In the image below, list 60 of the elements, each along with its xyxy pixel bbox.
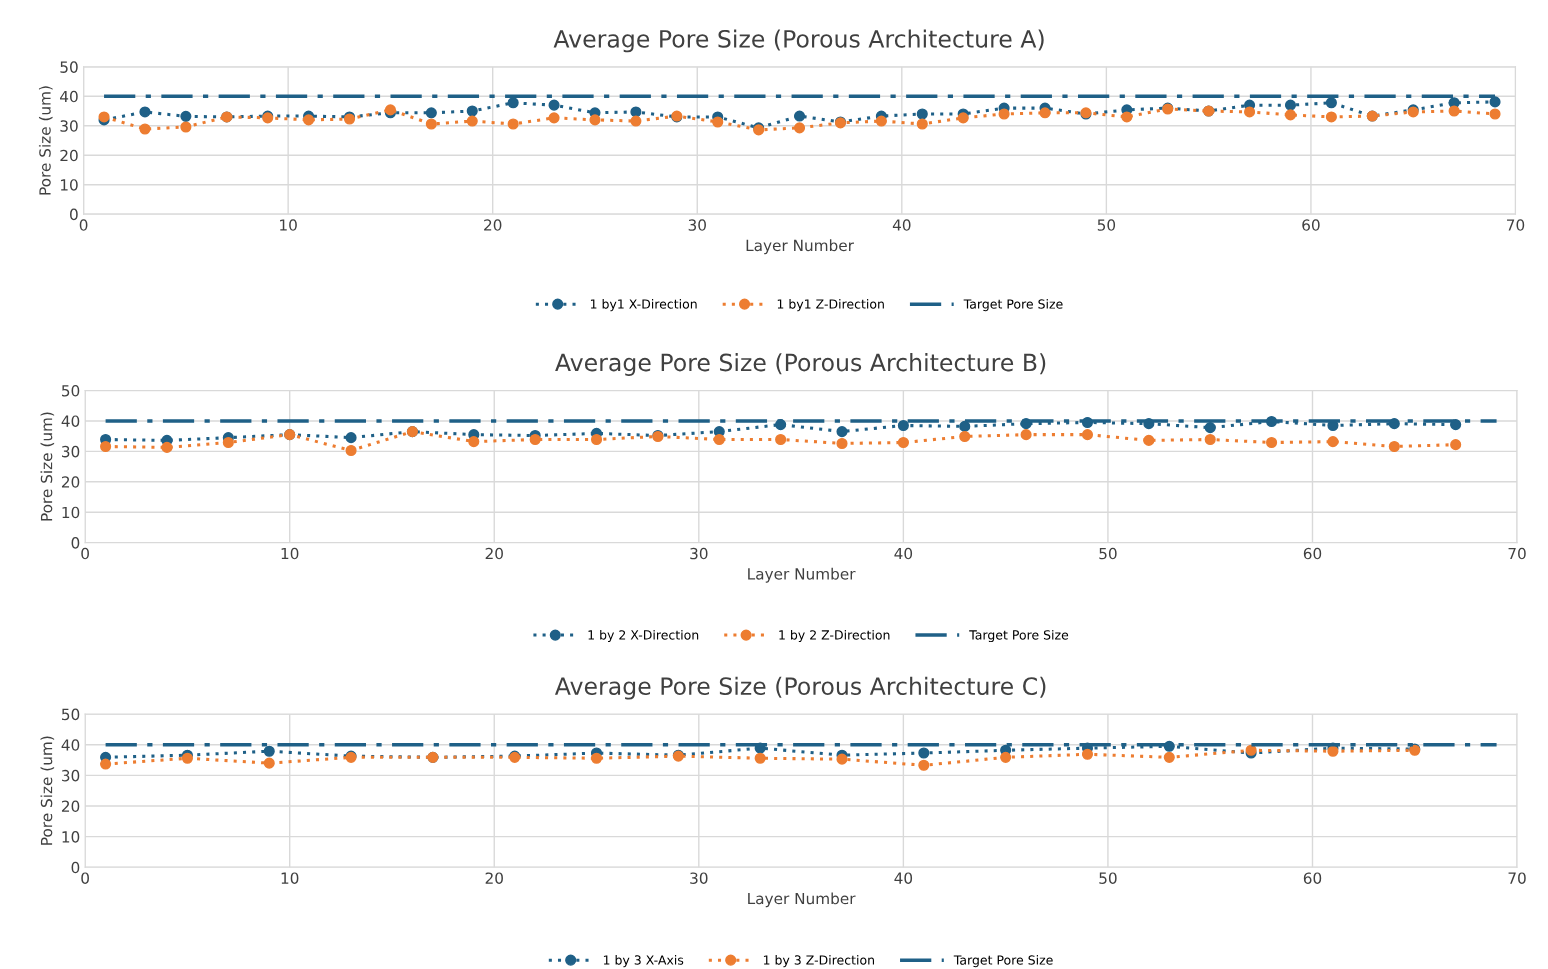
y-tick-label: 10: [62, 506, 80, 519]
y-tick-label: 0: [71, 861, 80, 874]
x-tick-label: 40: [892, 219, 911, 231]
x-tick-label: 20: [485, 547, 503, 560]
y-tick-label: 0: [71, 537, 80, 549]
y-tick-label: 0: [70, 208, 78, 221]
y-tick-label: 50: [62, 384, 80, 397]
legend-label: 1 by 2 Z-Direction: [779, 629, 890, 643]
x-tick-label: 0: [81, 872, 89, 884]
legend-label: 1 by1 X-Direction: [590, 299, 697, 312]
y-tick-label: 50: [62, 708, 80, 721]
x-tick-label: 40: [894, 872, 913, 884]
x-tick-label: 50: [1099, 547, 1117, 560]
legend-label: Target Pore Size: [953, 955, 1053, 968]
y-tick-label: 50: [60, 61, 78, 73]
chart-title: Average Pore Size (Porous Architecture C): [554, 676, 1046, 700]
x-tick-label: 20: [485, 872, 503, 884]
x-tick-label: 50: [1099, 872, 1117, 884]
x-tick-label: 40: [894, 547, 913, 560]
chart-title: Average Pore Size (Porous Architecture A): [553, 29, 1044, 53]
x-axis-title: Layer Number: [746, 239, 854, 255]
legend-label: Target Pore Size: [963, 299, 1063, 312]
y-axis-title: Pore Size (um): [38, 86, 53, 195]
y-tick-label: 40: [60, 90, 78, 103]
x-axis-title: Layer Number: [748, 892, 856, 908]
x-tick-label: 70: [1508, 547, 1526, 560]
x-tick-label: 30: [690, 872, 708, 884]
x-tick-label: 60: [1303, 872, 1322, 884]
x-tick-label: 70: [1508, 872, 1526, 884]
y-tick-label: 30: [60, 120, 78, 132]
y-axis-title: Pore Size (um): [40, 736, 55, 845]
x-tick-label: 30: [688, 219, 706, 231]
y-tick-label: 30: [62, 445, 80, 458]
x-tick-label: 10: [280, 219, 297, 231]
y-tick-label: 40: [61, 739, 80, 751]
x-tick-label: 70: [1507, 219, 1525, 231]
x-tick-label: 10: [281, 872, 299, 884]
x-tick-label: 60: [1302, 219, 1320, 231]
y-tick-label: 10: [62, 831, 80, 843]
y-axis-title: Pore Size (um): [40, 412, 55, 521]
chart-title: Average Pore Size (Porous Architecture B): [555, 353, 1046, 376]
y-tick-label: 30: [62, 769, 80, 782]
y-tick-label: 10: [60, 179, 78, 191]
x-tick-label: 60: [1303, 547, 1322, 560]
x-tick-label: 50: [1097, 219, 1116, 231]
legend-label: 1 by 2 X-Direction: [588, 629, 699, 643]
y-tick-label: 40: [61, 415, 80, 427]
x-axis-title: Layer Number: [748, 567, 856, 583]
y-tick-label: 20: [60, 149, 78, 162]
legend-label: Target Pore Size: [969, 629, 1069, 643]
x-tick-label: 10: [281, 547, 299, 560]
x-tick-label: 20: [484, 219, 502, 231]
y-tick-label: 20: [61, 476, 80, 488]
legend-label: 1 by 3 X-Axis: [603, 955, 684, 968]
x-tick-label: 0: [81, 547, 89, 560]
y-tick-label: 20: [61, 800, 80, 813]
x-tick-label: 0: [79, 219, 88, 231]
legend-label: 1 by1 Z-Direction: [777, 299, 884, 312]
x-tick-label: 30: [690, 547, 708, 560]
legend-label: 1 by 3 Z-Direction: [763, 955, 874, 968]
